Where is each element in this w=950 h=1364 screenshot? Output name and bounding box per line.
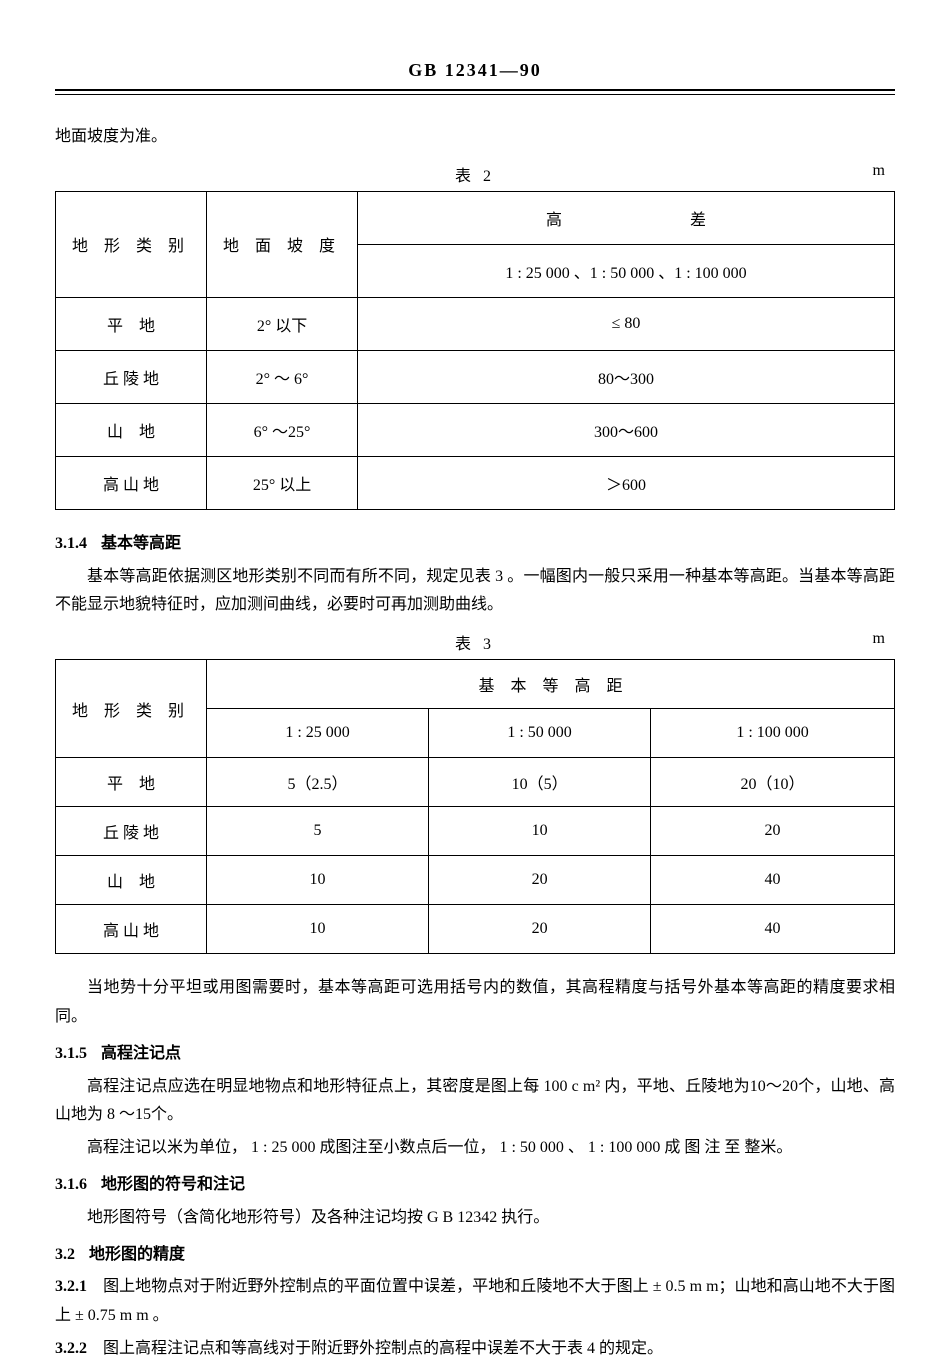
section-3-1-5-para1: 高程注记点应选在明显地物点和地形特征点上，其密度是图上每 100 c m² 内，…	[55, 1073, 895, 1131]
cell: 高 山 地	[56, 905, 207, 954]
th-scale-3: 1 : 100 000	[651, 709, 895, 758]
section-3-2-1: 3.2.1 图上地物点对于附近野外控制点的平面位置中误差，平地和丘陵地不大于图上…	[55, 1273, 895, 1331]
cell: 平 地	[56, 297, 207, 350]
table-row: 地 形 类 别 基 本 等 高 距	[56, 660, 895, 709]
table-row: 地 形 类 别 地 面 坡 度 高 差	[56, 191, 895, 244]
section-3-1-6-para: 地形图符号（含简化地形符号）及各种注记均按 G B 12342 执行。	[55, 1204, 895, 1233]
cell: 2° 以下	[207, 297, 358, 350]
th-contour: 基 本 等 高 距	[207, 660, 895, 709]
table3-caption-row: 表 3 m	[55, 630, 895, 654]
table2: 地 形 类 别 地 面 坡 度 高 差 1 : 25 000 、1 : 50 0…	[55, 191, 895, 510]
cell: 山 地	[56, 403, 207, 456]
cell: 丘 陵 地	[56, 807, 207, 856]
th-scales: 1 : 25 000 、1 : 50 000 、1 : 100 000	[358, 244, 895, 297]
th-slope: 地 面 坡 度	[207, 191, 358, 297]
after-table3-para: 当地势十分平坦或用图需要时，基本等高距可选用括号内的数值，其高程精度与括号外基本…	[55, 974, 895, 1032]
th-scale-1: 1 : 25 000	[207, 709, 429, 758]
table3: 地 形 类 别 基 本 等 高 距 1 : 25 000 1 : 50 000 …	[55, 659, 895, 954]
cell: 10	[207, 856, 429, 905]
cell: 20	[429, 856, 651, 905]
table-row: 平 地 2° 以下 ≤ 80	[56, 297, 895, 350]
section-title: 基本等高距	[101, 535, 181, 552]
standard-code: GB 12341—90	[55, 60, 895, 81]
table-row: 山 地 6° ～25° 300～600	[56, 403, 895, 456]
section-3-2-head: 3.2 地形图的精度	[55, 1241, 895, 1270]
section-3-1-5-head: 3.1.5 高程注记点	[55, 1040, 895, 1069]
para-text: 图上地物点对于附近野外控制点的平面位置中误差，平地和丘陵地不大于图上 ± 0.5…	[55, 1278, 895, 1324]
cell: 300～600	[358, 403, 895, 456]
section-title: 地形图的符号和注记	[101, 1176, 245, 1193]
section-num: 3.2.2	[55, 1340, 87, 1357]
section-num: 3.2	[55, 1246, 75, 1263]
section-title: 高程注记点	[101, 1045, 181, 1062]
section-num: 3.1.4	[55, 535, 87, 552]
cell: 5	[207, 807, 429, 856]
table3-caption: 表 3	[455, 630, 495, 654]
cell: 山 地	[56, 856, 207, 905]
para-text: 图上高程注记点和等高线对于附近野外控制点的高程中误差不大于表 4 的规定。	[103, 1340, 663, 1357]
cell: ＞600	[358, 456, 895, 509]
cell: 10	[429, 807, 651, 856]
table3-unit: m	[873, 630, 885, 648]
cell: 10	[207, 905, 429, 954]
cell: 40	[651, 856, 895, 905]
section-num: 3.1.5	[55, 1045, 87, 1062]
table-row: 平 地 5（2.5） 10（5） 20（10）	[56, 758, 895, 807]
intro-line: 地面坡度为准。	[55, 123, 895, 152]
cell: 40	[651, 905, 895, 954]
table-row: 高 山 地 10 20 40	[56, 905, 895, 954]
section-title: 地形图的精度	[89, 1246, 185, 1263]
cell: ≤ 80	[358, 297, 895, 350]
section-3-2-2: 3.2.2 图上高程注记点和等高线对于附近野外控制点的高程中误差不大于表 4 的…	[55, 1335, 895, 1364]
section-3-1-6-head: 3.1.6 地形图的符号和注记	[55, 1171, 895, 1200]
cell: 20	[429, 905, 651, 954]
table-row: 丘 陵 地 2° ～ 6° 80～300	[56, 350, 895, 403]
section-3-1-4-para: 基本等高距依据测区地形类别不同而有所不同，规定见表 3 。一幅图内一般只采用一种…	[55, 563, 895, 621]
document-page: GB 12341—90 地面坡度为准。 表 2 m 地 形 类 别 地 面 坡 …	[0, 0, 950, 1352]
section-num: 3.1.6	[55, 1176, 87, 1193]
cell: 20（10）	[651, 758, 895, 807]
th-scale-2: 1 : 50 000	[429, 709, 651, 758]
cell: 平 地	[56, 758, 207, 807]
table-row: 丘 陵 地 5 10 20	[56, 807, 895, 856]
th-terrain: 地 形 类 别	[56, 191, 207, 297]
cell: 20	[651, 807, 895, 856]
table2-caption: 表 2	[455, 162, 495, 186]
cell: 丘 陵 地	[56, 350, 207, 403]
cell: 5（2.5）	[207, 758, 429, 807]
cell: 80～300	[358, 350, 895, 403]
cell: 高 山 地	[56, 456, 207, 509]
cell: 25° 以上	[207, 456, 358, 509]
table-row: 高 山 地 25° 以上 ＞600	[56, 456, 895, 509]
section-3-1-4-head: 3.1.4 基本等高距	[55, 530, 895, 559]
cell: 6° ～25°	[207, 403, 358, 456]
th-gaocha: 高 差	[358, 191, 895, 244]
section-num: 3.2.1	[55, 1278, 87, 1295]
table-row: 山 地 10 20 40	[56, 856, 895, 905]
cell: 2° ～ 6°	[207, 350, 358, 403]
section-3-1-5-para2: 高程注记以米为单位， 1 : 25 000 成图注至小数点后一位， 1 : 50…	[55, 1134, 895, 1163]
table2-unit: m	[873, 162, 885, 180]
cell: 10（5）	[429, 758, 651, 807]
header-rule	[55, 89, 895, 95]
table2-caption-row: 表 2 m	[55, 162, 895, 186]
th-terrain: 地 形 类 别	[56, 660, 207, 758]
